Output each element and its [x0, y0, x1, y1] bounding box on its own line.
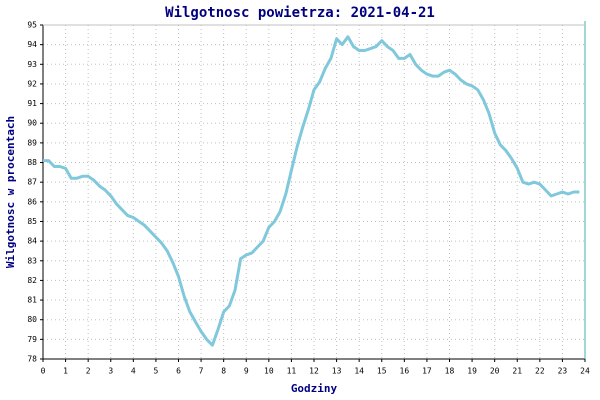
x-tick-label: 20: [490, 367, 500, 376]
y-tick-label: 82: [27, 276, 37, 285]
y-tick-label: 78: [27, 355, 37, 364]
y-tick-label: 92: [27, 79, 37, 88]
x-tick-label: 9: [244, 367, 249, 376]
x-tick-label: 24: [580, 367, 590, 376]
y-tick-label: 95: [27, 21, 37, 30]
x-tick-label: 6: [176, 367, 181, 376]
x-tick-label: 10: [264, 367, 274, 376]
x-tick-label: 1: [63, 367, 68, 376]
y-tick-label: 93: [27, 60, 37, 69]
chart-title: Wilgotnosc powietrza: 2021-04-21: [165, 5, 435, 21]
x-tick-label: 18: [445, 367, 455, 376]
y-tick-label: 87: [27, 178, 37, 187]
y-tick-label: 86: [27, 197, 37, 206]
x-tick-label: 22: [535, 367, 545, 376]
x-tick-label: 13: [332, 367, 342, 376]
x-tick-label: 16: [400, 367, 410, 376]
x-tick-label: 3: [108, 367, 113, 376]
y-tick-label: 79: [27, 335, 37, 344]
y-tick-label: 81: [27, 296, 37, 305]
x-tick-label: 7: [199, 367, 204, 376]
y-tick-label: 94: [27, 40, 37, 49]
y-tick-label: 90: [27, 119, 37, 128]
y-axis-label: Wilgotnosc w procentach: [4, 116, 17, 268]
x-tick-label: 14: [354, 367, 364, 376]
x-tick-label: 0: [41, 367, 46, 376]
x-tick-label: 11: [287, 367, 297, 376]
x-tick-label: 12: [309, 367, 319, 376]
x-tick-label: 15: [377, 367, 387, 376]
x-tick-label: 5: [154, 367, 159, 376]
x-tick-label: 23: [558, 367, 568, 376]
y-tick-label: 83: [27, 256, 37, 265]
y-tick-label: 84: [27, 237, 37, 246]
y-tick-label: 80: [27, 315, 37, 324]
x-axis-label: Godziny: [291, 382, 338, 395]
x-tick-label: 17: [422, 367, 432, 376]
x-tick-label: 2: [86, 367, 91, 376]
y-tick-label: 85: [27, 217, 37, 226]
x-tick-label: 4: [131, 367, 136, 376]
x-tick-label: 21: [512, 367, 522, 376]
y-tick-label: 89: [27, 138, 37, 147]
x-tick-label: 19: [467, 367, 477, 376]
x-tick-label: 8: [221, 367, 226, 376]
y-tick-label: 88: [27, 158, 37, 167]
y-tick-label: 91: [27, 99, 37, 108]
line: [43, 35, 580, 347]
